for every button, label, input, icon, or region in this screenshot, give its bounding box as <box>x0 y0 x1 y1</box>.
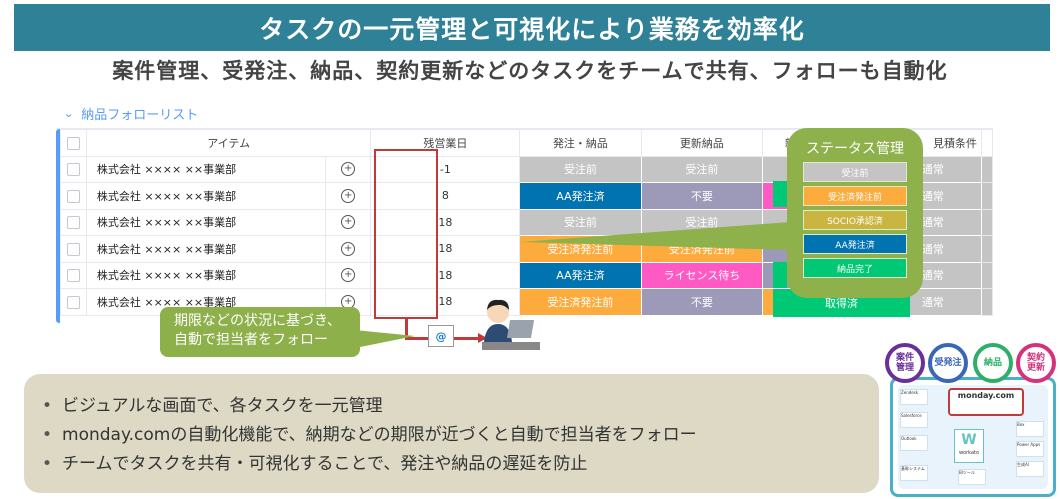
add-update-icon[interactable]: + <box>341 215 356 230</box>
side-box: 基幹システム <box>900 465 928 481</box>
remaining-days-highlight <box>374 149 438 319</box>
row-checkbox[interactable] <box>66 189 80 203</box>
add-update-icon[interactable]: + <box>341 188 356 203</box>
days-cell[interactable]: 18 <box>370 208 521 236</box>
circle-order: 受発注 <box>928 343 968 383</box>
chevron-down-icon[interactable]: ⌄ <box>63 107 75 120</box>
status-order[interactable]: 受注済発注前 <box>519 235 642 263</box>
item-name[interactable]: 株式会社 ×××× ××事業部 <box>85 155 326 183</box>
side-box: Power Apps <box>1016 441 1044 457</box>
side-box: Box <box>1016 421 1044 437</box>
workato-box: W workato <box>954 429 984 463</box>
title-banner: タスクの一元管理と可視化により業務を効率化 <box>14 4 1050 51</box>
status-renewal[interactable]: 不要 <box>640 288 764 316</box>
group-color-bar <box>56 129 60 323</box>
status-order[interactable]: 受注済発注前 <box>519 288 642 316</box>
select-all-checkbox[interactable] <box>66 136 80 150</box>
page-title: タスクの一元管理と可視化により業務を効率化 <box>259 14 805 44</box>
callout-line: 自動で担当者をフォロー <box>174 332 328 348</box>
item-name[interactable]: 株式会社 ×××× ××事業部 <box>85 261 326 289</box>
status-management-panel: ステータス管理 受注前 受注済発注前 SOCIO承認済 AA発注済 納品完了 <box>787 128 923 298</box>
callout-line: 期限などの状況に基づき、 <box>174 313 342 329</box>
bullet-item: monday.comの自動化機能で、納期などの期限が近づくと自動で担当者をフォロ… <box>42 421 879 450</box>
row-checkbox[interactable] <box>66 216 80 229</box>
workato-icon: W <box>961 432 977 448</box>
staff-illustration <box>480 298 542 352</box>
side-box: Zendesk <box>900 389 928 405</box>
side-box: Outlook <box>900 435 928 451</box>
monday-logo: monday.com <box>957 391 1015 400</box>
status-order[interactable]: AA発注済 <box>519 261 642 289</box>
integration-diagram: monday.com W workato Zendesk Salesforce … <box>885 343 1060 499</box>
item-name[interactable]: 株式会社 ×××× ××事業部 <box>85 182 326 210</box>
group-title: 納品フォローリスト <box>81 108 199 123</box>
side-box: 生成AI <box>1016 461 1044 477</box>
arrow-icon <box>478 333 487 343</box>
status-col6-row2[interactable] <box>773 181 787 207</box>
status-order[interactable]: 受注前 <box>519 208 642 236</box>
group-header[interactable]: ⌄ 納品フォローリスト <box>63 104 199 123</box>
circle-delivery: 納品 <box>973 343 1013 383</box>
add-update-icon[interactable]: + <box>341 241 356 256</box>
circle-project: 案件 管理 <box>885 343 925 383</box>
connector-line <box>405 319 408 339</box>
follow-callout: 期限などの状況に基づき、 自動で担当者をフォロー <box>160 307 360 357</box>
status-renewal[interactable]: ライセンス待ち <box>640 261 764 289</box>
workato-logo: workato <box>958 450 980 456</box>
add-update-icon[interactable]: + <box>341 162 356 177</box>
monday-box: monday.com <box>948 388 1024 416</box>
column-header-item[interactable]: アイテム <box>85 129 372 157</box>
side-box: Salesforce <box>900 412 928 428</box>
status-panel-title: ステータス管理 <box>806 141 904 157</box>
diagram-frame: monday.com W workato Zendesk Salesforce … <box>890 377 1056 497</box>
summary-bullets: ビジュアルな画面で、各タスクを一元管理 monday.comの自動化機能で、納期… <box>24 374 879 493</box>
status-order[interactable]: 受注前 <box>519 155 642 183</box>
status-renewal[interactable]: 受注前 <box>640 155 764 183</box>
status-option: 受注前 <box>803 162 907 182</box>
status-option: SOCIO承認済 <box>803 210 907 230</box>
callout-tail <box>355 330 415 348</box>
status-option: AA発注済 <box>803 234 907 254</box>
circle-renewal: 契約 更新 <box>1016 343 1056 383</box>
column-header-renewal[interactable]: 更新納品 <box>640 129 764 157</box>
item-name[interactable]: 株式会社 ×××× ××事業部 <box>85 208 326 236</box>
table-row[interactable]: 株式会社 ×××× ××事業部 + -1 受注前 受注前 受注前 通常 <box>60 155 993 183</box>
row-checkbox[interactable] <box>66 295 80 309</box>
row-checkbox[interactable] <box>66 163 80 176</box>
bullet-item: ビジュアルな画面で、各タスクを一元管理 <box>42 392 879 421</box>
add-update-icon[interactable]: + <box>341 268 356 283</box>
days-cell[interactable]: 8 <box>370 182 521 210</box>
side-box: BIツール <box>958 469 986 485</box>
row-checkbox[interactable] <box>66 269 80 282</box>
column-header-days[interactable]: 残営業日 <box>370 129 521 157</box>
status-option: 受注済発注前 <box>803 186 907 206</box>
status-order[interactable]: AA発注済 <box>519 182 642 210</box>
days-cell[interactable]: -1 <box>370 155 521 183</box>
item-name[interactable]: 株式会社 ×××× ××事業部 <box>85 235 326 263</box>
mail-icon: @ <box>428 325 454 347</box>
column-header-order[interactable]: 発注・納品 <box>519 129 642 157</box>
days-cell[interactable]: 18 <box>370 261 521 289</box>
bullet-item: チームでタスクを共有・可視化することで、発注や納品の遅延を防止 <box>42 450 879 479</box>
row-checkbox[interactable] <box>66 242 80 256</box>
page-subtitle: 案件管理、受発注、納品、契約更新などのタスクをチームで共有、フォローも自動化 <box>112 59 948 83</box>
status-option: 納品完了 <box>803 258 907 278</box>
status-col6-row5[interactable] <box>773 262 787 288</box>
select-all-cell[interactable] <box>60 129 87 157</box>
status-renewal[interactable]: 不要 <box>640 182 764 210</box>
